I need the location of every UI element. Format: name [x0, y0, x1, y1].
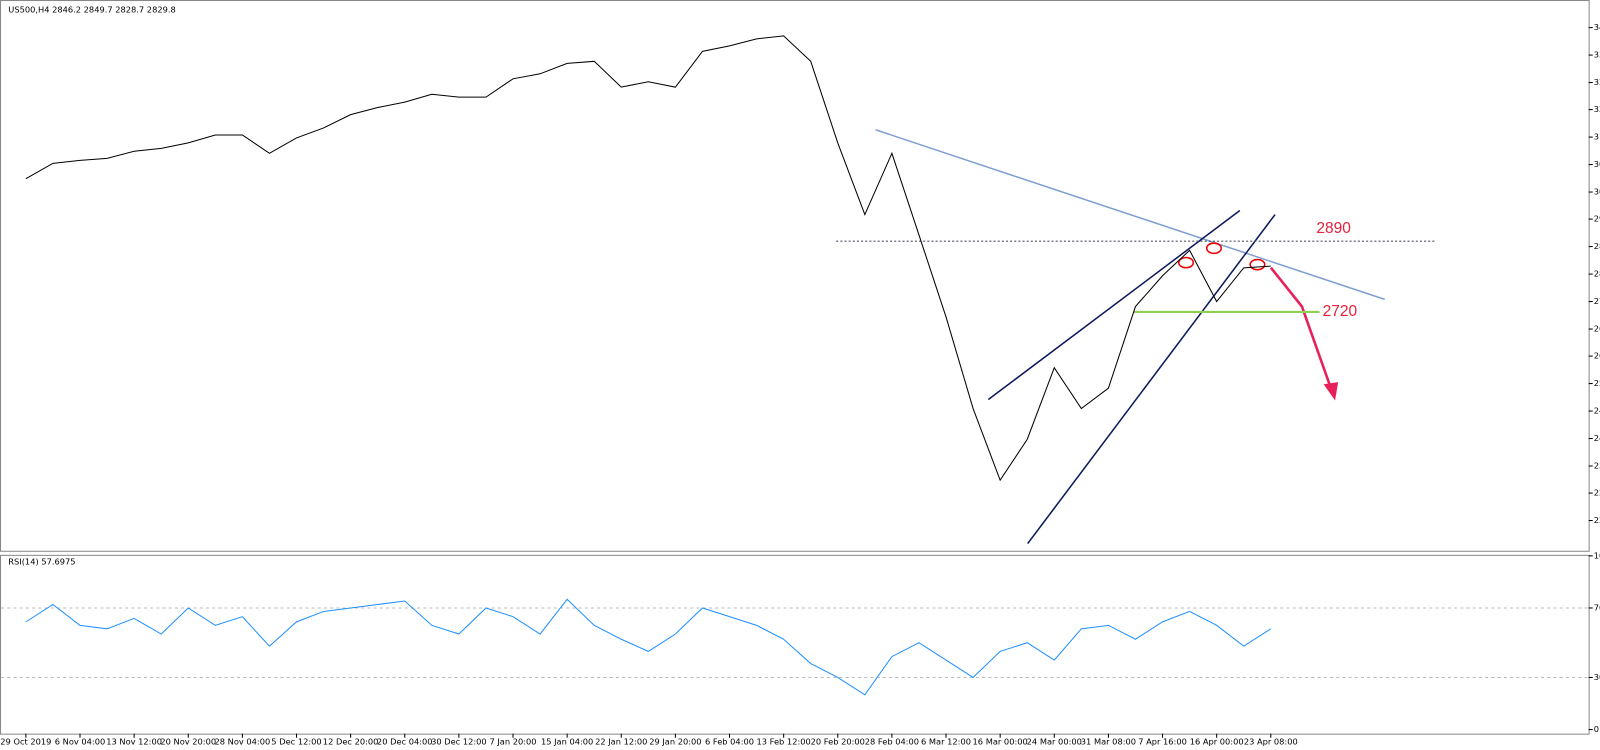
y-tick-label: 2811 [1594, 269, 1600, 279]
price-title: US500,H4 2846.2 2849.7 2828.7 2829.8 [8, 5, 175, 15]
x-tick-label: 23 Apr 08:00 [1244, 736, 1298, 746]
price-panel [0, 0, 1590, 552]
x-tick-label: 30 Dec 12:00 [431, 736, 487, 746]
x-tick-label: 28 Nov 04:00 [214, 736, 270, 746]
top-marker [1249, 258, 1266, 271]
x-tick-label: 7 Apr 16:00 [1138, 736, 1187, 746]
annotations [875, 129, 1385, 545]
x-tick-label: 31 Mar 08:00 [1081, 736, 1136, 746]
x-tick-label: 13 Nov 12:00 [106, 736, 162, 746]
y-tick-label: 2350 [1594, 461, 1600, 471]
y-tick-label: 3206 [1594, 104, 1600, 114]
y-tick-label: 3140 [1594, 132, 1600, 142]
x-tick-label: 20 Nov 20:00 [160, 736, 216, 746]
top-marker [1178, 256, 1195, 269]
top-marker [1205, 242, 1222, 255]
x-tick-label: 22 Jan 12:00 [595, 736, 647, 746]
y-tick-label: 3403 [1594, 22, 1600, 32]
x-tick-label: 24 Mar 00:00 [1027, 736, 1082, 746]
rsi-panel [0, 554, 1590, 735]
y-tick-label: 2482 [1594, 406, 1600, 416]
y-tick-label: 2943 [1594, 214, 1600, 224]
x-tick-label: 12 Dec 20:00 [323, 736, 379, 746]
level-label: 2890 [1316, 220, 1350, 237]
rsi-title: RSI(14) 57.6975 [8, 557, 75, 567]
y-tick-label: 2745 [1594, 296, 1600, 306]
x-tick-label: 6 Feb 04:00 [705, 736, 754, 746]
x-tick-label: 7 Jan 20:00 [489, 736, 536, 746]
x-tick-label: 20 Feb 20:00 [811, 736, 865, 746]
y-tick-label: 3337 [1594, 50, 1600, 60]
series-line [25, 598, 1272, 696]
y-tick-label: 2219 [1594, 515, 1600, 525]
x-tick-label: 6 Nov 04:00 [55, 736, 106, 746]
x-tick-label: 16 Mar 00:00 [973, 736, 1028, 746]
wedge-upper [987, 209, 1241, 401]
resistance-trendline [875, 129, 1385, 301]
y-tick-label: 2416 [1594, 433, 1600, 443]
x-tick-label: 15 Jan 04:00 [541, 736, 593, 746]
x-tick-label: 6 Mar 12:00 [921, 736, 971, 746]
series-line [25, 35, 1271, 482]
y-tick-label: 2548 [1594, 378, 1600, 388]
y-tick-label: 2614 [1594, 351, 1600, 361]
y-tick-label: 2877 [1594, 241, 1600, 251]
x-tick-label: 28 Feb 04:00 [865, 736, 919, 746]
y-tick-label: 0 [1594, 724, 1599, 734]
arrow-head [1323, 382, 1339, 401]
x-tick-label: 5 Dec 12:00 [271, 736, 321, 746]
y-tick-label: 30 [1594, 672, 1600, 682]
y-tick-label: 3074 [1594, 159, 1600, 169]
forecast-arrow [1269, 266, 1333, 389]
x-tick-label: 20 Dec 04:00 [377, 736, 433, 746]
x-tick-label: 16 Apr 00:00 [1190, 736, 1244, 746]
y-tick-label: 2285 [1594, 488, 1600, 498]
y-tick-label: 70 [1594, 603, 1600, 613]
wedge-lower [1027, 214, 1276, 545]
y-tick-label: 3271 [1594, 77, 1600, 87]
y-tick-label: 2679 [1594, 324, 1600, 334]
x-tick-label: 29 Oct 2019 [0, 736, 51, 746]
x-tick-label: 13 Feb 12:00 [757, 736, 811, 746]
y-tick-label: 3008 [1594, 187, 1600, 197]
y-tick-label: 100 [1594, 550, 1600, 560]
level-label: 2720 [1323, 303, 1357, 320]
x-tick-label: 29 Jan 20:00 [649, 736, 701, 746]
